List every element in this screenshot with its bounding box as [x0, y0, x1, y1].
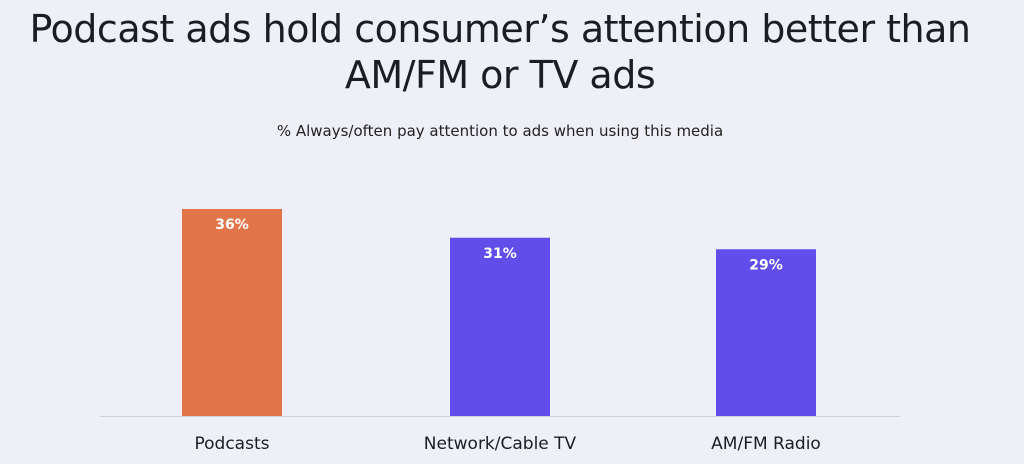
x-tick-label: Podcasts	[195, 434, 270, 454]
chart-subtitle: % Always/often pay attention to ads when…	[276, 122, 724, 140]
bar	[450, 237, 550, 416]
bar	[716, 249, 816, 416]
x-tick-label: Network/Cable TV	[424, 434, 577, 454]
x-tick-label: AM/FM Radio	[711, 434, 821, 454]
value-label: 31%	[483, 246, 517, 262]
value-label: 29%	[749, 257, 783, 273]
bar	[182, 209, 282, 416]
value-label: 36%	[215, 217, 249, 233]
chart-title: Podcast ads hold consumer’s attention be…	[29, 7, 972, 97]
